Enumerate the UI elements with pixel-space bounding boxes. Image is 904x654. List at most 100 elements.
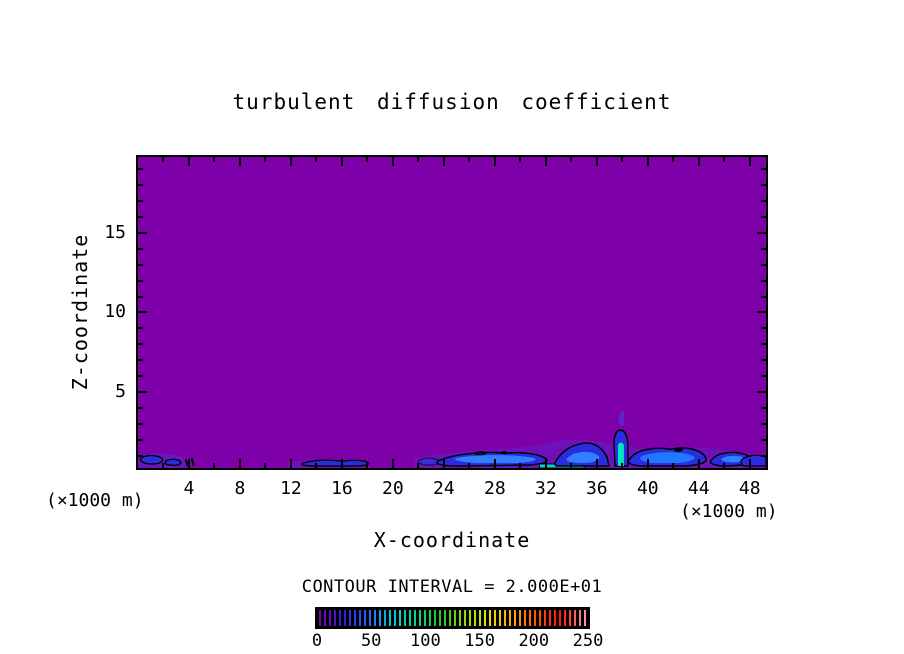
colorbar-stripe xyxy=(514,610,516,626)
tick-mark xyxy=(757,231,766,234)
contour-shape xyxy=(472,451,487,456)
colorbar-stripe xyxy=(399,610,401,626)
colorbar-stripe xyxy=(324,610,326,626)
tick-mark xyxy=(264,463,267,468)
tick-mark xyxy=(340,459,343,468)
colorbar xyxy=(315,607,590,629)
tick-mark xyxy=(646,459,649,468)
tick-mark xyxy=(761,215,766,218)
y-tick-label: 5 xyxy=(115,381,126,403)
tick-mark xyxy=(468,157,471,162)
x-units-label-left: (×1000 m) xyxy=(46,490,144,511)
tick-mark xyxy=(289,157,292,166)
tick-mark xyxy=(761,247,766,250)
tick-mark xyxy=(417,463,420,468)
colorbar-stripe xyxy=(564,610,566,626)
colorbar-stripe xyxy=(329,610,331,626)
tick-mark xyxy=(595,157,598,166)
colorbar-tick-label: 150 xyxy=(464,631,495,651)
colorbar-stripe xyxy=(419,610,421,626)
colorbar-stripe xyxy=(569,610,571,626)
colorbar-tick-label: 100 xyxy=(410,631,441,651)
tick-mark xyxy=(264,157,267,162)
colorbar-stripe xyxy=(359,610,361,626)
tick-mark xyxy=(442,157,445,166)
tick-mark xyxy=(138,263,143,266)
colorbar-stripe xyxy=(579,610,581,626)
tick-mark xyxy=(238,459,241,468)
tick-mark xyxy=(213,157,216,162)
tick-mark xyxy=(238,157,241,166)
tick-mark xyxy=(187,459,190,468)
tick-mark xyxy=(761,263,766,266)
tick-mark xyxy=(761,327,766,330)
colorbar-stripe xyxy=(374,610,376,626)
x-tick-label: 32 xyxy=(534,478,557,499)
tick-mark xyxy=(138,407,143,410)
tick-mark xyxy=(748,459,751,468)
colorbar-stripe xyxy=(484,610,486,626)
tick-mark xyxy=(391,459,394,468)
colorbar-stripe xyxy=(504,610,506,626)
colorbar-stripe xyxy=(549,610,551,626)
colorbar-stripe xyxy=(349,610,351,626)
colorbar-stripe xyxy=(459,610,461,626)
tick-mark xyxy=(761,359,766,362)
tick-mark xyxy=(366,463,369,468)
colorbar-stripe xyxy=(554,610,556,626)
tick-mark xyxy=(138,199,143,202)
colorbar-stripe xyxy=(414,610,416,626)
tick-mark xyxy=(646,157,649,166)
plot-area xyxy=(136,155,768,470)
colorbar-tick-label: 250 xyxy=(572,631,604,651)
colorbar-stripe xyxy=(544,610,546,626)
tick-mark xyxy=(417,157,420,162)
x-units-label-right: (×1000 m) xyxy=(680,501,778,522)
tick-mark xyxy=(570,157,573,162)
tick-mark xyxy=(138,375,143,378)
colorbar-stripe xyxy=(319,610,321,626)
tick-mark xyxy=(621,157,624,162)
x-tick-label: 36 xyxy=(585,478,608,499)
tick-mark xyxy=(391,157,394,166)
colorbar-stripe xyxy=(334,610,336,626)
tick-mark xyxy=(761,439,766,442)
tick-mark xyxy=(761,279,766,282)
tick-mark xyxy=(544,157,547,166)
tick-mark xyxy=(138,327,143,330)
x-axis-title: X-coordinate xyxy=(373,528,531,552)
x-tick-label: 4 xyxy=(183,478,195,499)
tick-mark xyxy=(366,157,369,162)
tick-mark xyxy=(519,157,522,162)
x-tick-label: 28 xyxy=(484,478,506,499)
tick-mark xyxy=(761,295,766,298)
tick-mark xyxy=(493,459,496,468)
tick-mark xyxy=(138,391,147,394)
tick-mark xyxy=(138,311,147,314)
tick-mark xyxy=(187,157,190,166)
x-tick-label: 20 xyxy=(382,478,404,499)
tick-mark xyxy=(761,183,766,186)
tick-mark xyxy=(138,455,143,458)
tick-mark xyxy=(138,215,143,218)
colorbar-stripe xyxy=(439,610,441,626)
tick-mark xyxy=(544,459,547,468)
x-tick-label: 44 xyxy=(687,478,710,499)
tick-mark xyxy=(442,459,445,468)
colorbar-tick-label: 50 xyxy=(360,631,382,651)
tick-mark xyxy=(672,157,675,162)
x-tick-label: 12 xyxy=(280,478,302,499)
colorbar-stripe xyxy=(509,610,511,626)
colorbar-stripe xyxy=(434,610,436,626)
contour-shape xyxy=(301,459,370,467)
colorbar-stripe xyxy=(344,610,346,626)
tick-mark xyxy=(672,463,675,468)
tick-mark xyxy=(340,157,343,166)
tick-mark xyxy=(138,279,143,282)
tick-mark xyxy=(162,463,165,468)
x-tick-label: 16 xyxy=(331,478,353,499)
tick-mark xyxy=(138,247,143,250)
tick-mark xyxy=(761,375,766,378)
colorbar-stripe xyxy=(454,610,456,626)
colorbar-stripe xyxy=(354,610,356,626)
